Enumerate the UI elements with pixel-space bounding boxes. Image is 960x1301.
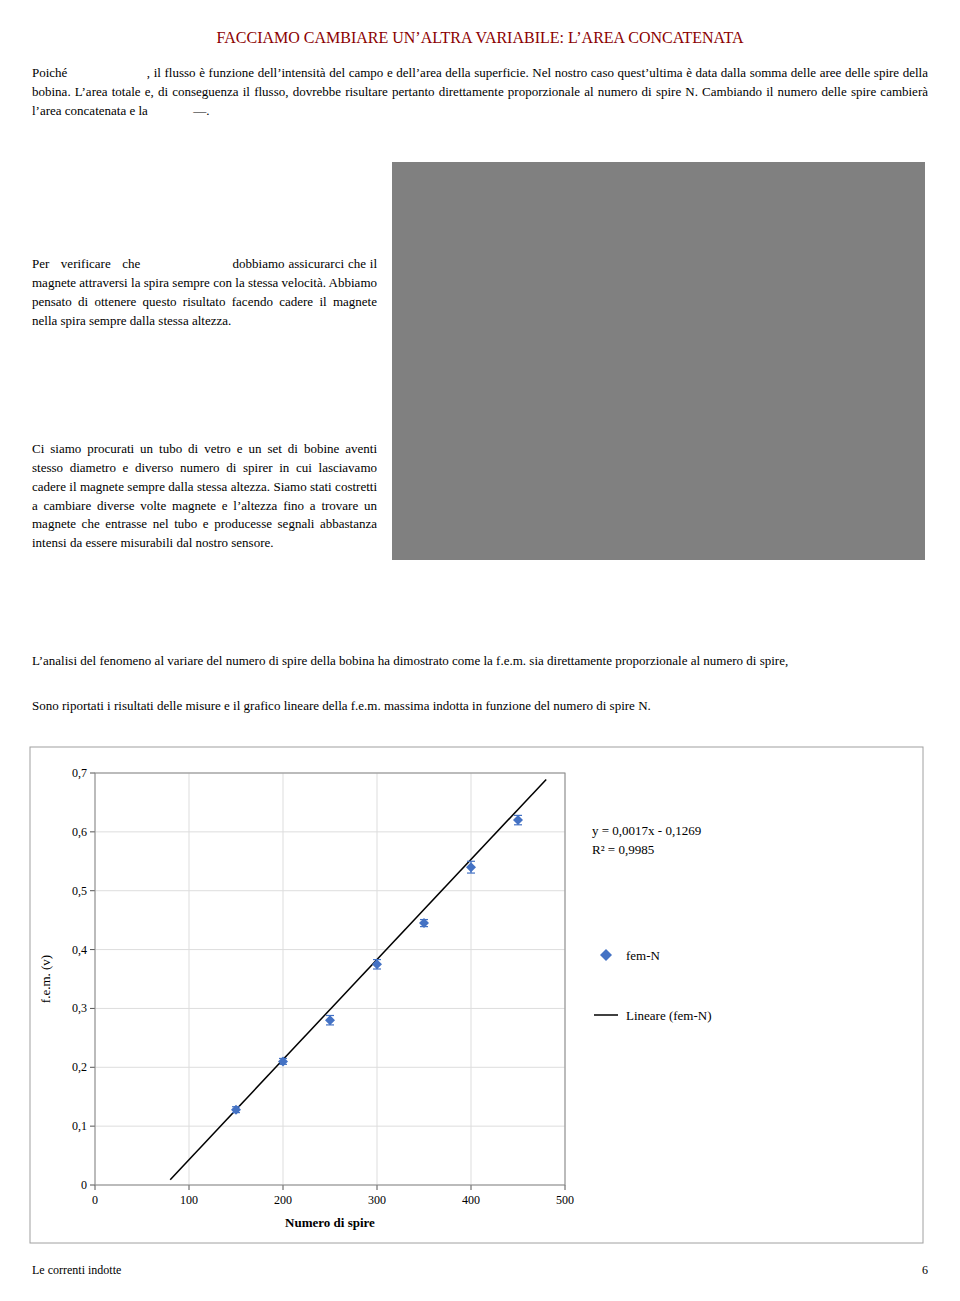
tick (90, 890, 95, 891)
point (231, 1105, 241, 1115)
paragraph: Per verificare che dobbiamo assicurarci … (32, 255, 377, 330)
page-title: FACCIAMO CAMBIARE UN’ALTRA VARIABILE: L’… (0, 26, 960, 49)
plot-frame (95, 773, 565, 1185)
error-bar (326, 1015, 334, 1024)
legend-swatch (600, 949, 612, 961)
tick-label: 400 (462, 1193, 480, 1207)
grid-line (95, 831, 565, 832)
legend-swatch (594, 1014, 618, 1016)
tick-label: 100 (180, 1193, 198, 1207)
fit-line (170, 779, 546, 1179)
tick-label: 0 (92, 1193, 98, 1207)
footer: 6 (922, 1262, 928, 1279)
plot-area (95, 773, 565, 1185)
tick (90, 1185, 95, 1186)
paragraph: L’analisi del fenomeno al variare del nu… (32, 652, 928, 671)
tick-label: 0,4 (72, 943, 87, 957)
tick-label: 300 (368, 1193, 386, 1207)
tick (565, 1185, 566, 1190)
tick-label: 0,6 (72, 825, 87, 839)
grid-line (95, 1126, 565, 1127)
paragraph: Ci siamo procurati un tubo di vetro e un… (32, 440, 377, 553)
grid-line (95, 890, 565, 891)
error-bar (514, 815, 522, 824)
error-bar (467, 861, 475, 873)
point (466, 862, 476, 872)
photo-placeholder (392, 162, 925, 560)
tick-label: 0,1 (72, 1119, 87, 1133)
grid-line (95, 949, 565, 950)
annotation: y = 0,0017x - 0,1269 (592, 823, 701, 838)
paragraph: Sono riportati i risultati delle misure … (32, 697, 928, 716)
footer: Le correnti indotte (32, 1262, 121, 1279)
tick (90, 831, 95, 832)
error-bar (373, 960, 381, 969)
point (513, 815, 523, 825)
legend-label: fem-N (626, 948, 661, 963)
axis-label: Numero di spire (285, 1215, 375, 1230)
legend-label: Lineare (fem-N) (626, 1008, 712, 1023)
grid (95, 773, 565, 1185)
data (170, 779, 546, 1179)
tick (471, 1185, 472, 1190)
tick (90, 1126, 95, 1127)
tick-label: 500 (556, 1193, 574, 1207)
tick-label: 0 (81, 1178, 87, 1192)
legend-entry: fem-N (600, 948, 661, 963)
paragraph: Poiché , il flusso è funzione dell’inten… (32, 64, 928, 121)
grid-line (283, 773, 284, 1185)
axis-label: f.e.m. (v) (38, 955, 53, 1003)
point (419, 918, 429, 928)
tick (377, 1185, 378, 1190)
tick (90, 949, 95, 950)
point (372, 959, 382, 969)
legend-entry: Lineare (fem-N) (594, 1008, 712, 1023)
grid-line (471, 773, 472, 1185)
point (278, 1056, 288, 1066)
tick (90, 1008, 95, 1009)
tick-label: 0,7 (72, 766, 87, 780)
axes: 0 100 200 300 400 500 0 0,1 0,2 0,3 0,4 0,5 0,6 0,7 (72, 766, 574, 1207)
grid-line (95, 1067, 565, 1068)
grid-line (377, 773, 378, 1185)
chart-border (30, 747, 923, 1243)
tick (90, 773, 95, 774)
chart: 0 100 200 300 400 500 0 0,1 0,2 0,3 0,4 0,5 0,6 0,7 Nu… (0, 745, 960, 1245)
tick (95, 1185, 96, 1190)
tick (283, 1185, 284, 1190)
grid-line (189, 773, 190, 1185)
point (325, 1015, 335, 1025)
tick (90, 1067, 95, 1068)
tick-label: 0,5 (72, 884, 87, 898)
tick (189, 1185, 190, 1190)
tick-label: 200 (274, 1193, 292, 1207)
tick-label: 0,2 (72, 1060, 87, 1074)
tick-label: 0,3 (72, 1001, 87, 1015)
annotation: R² = 0,9985 (592, 842, 654, 857)
